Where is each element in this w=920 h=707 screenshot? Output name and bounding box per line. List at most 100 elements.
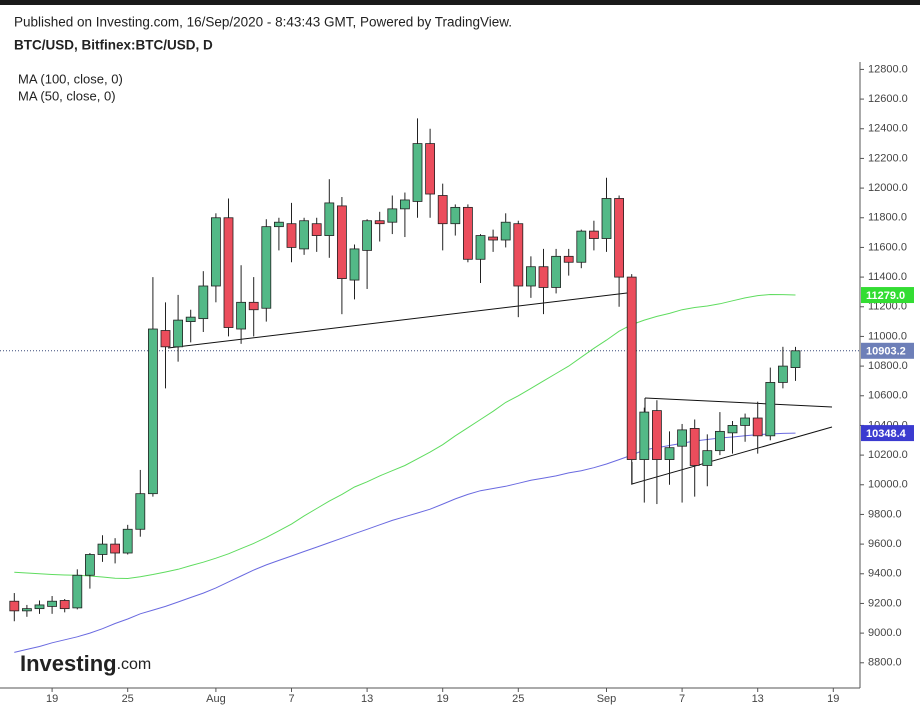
x-tick-label: 25 xyxy=(512,693,524,705)
candle-body xyxy=(563,255,574,263)
candle-body xyxy=(601,198,612,239)
candle-body xyxy=(639,411,650,460)
y-tick-label: 12000.0 xyxy=(868,182,908,194)
y-tick-label: 10600.0 xyxy=(868,390,908,402)
y-tick-label: 9600.0 xyxy=(868,538,902,550)
candle-body xyxy=(576,230,587,263)
candle-body xyxy=(727,425,738,434)
ma-line xyxy=(14,293,796,580)
candle-body xyxy=(198,285,209,320)
candle-body xyxy=(399,199,410,210)
x-tick-label: 19 xyxy=(827,693,839,705)
candle-body xyxy=(790,350,801,368)
y-tick-label: 11400.0 xyxy=(868,271,907,283)
y-tick-label: 12600.0 xyxy=(868,93,908,105)
candle-body xyxy=(462,206,473,260)
candle-body xyxy=(362,220,373,251)
price-marker xyxy=(861,342,914,359)
candle-body xyxy=(47,600,57,607)
candle-body xyxy=(34,604,45,610)
candle-body xyxy=(412,143,423,202)
price-marker-label: 10903.2 xyxy=(866,346,906,358)
logo-main: Investing xyxy=(20,651,117,676)
trendline xyxy=(167,292,628,349)
y-tick-label: 11800.0 xyxy=(868,212,907,224)
candle-body xyxy=(9,600,20,612)
candle-body xyxy=(236,301,247,330)
candle-body xyxy=(261,226,272,309)
price-marker-label: 11279.0 xyxy=(866,290,905,302)
trendline xyxy=(631,426,833,485)
y-tick-label: 12800.0 xyxy=(868,63,908,75)
x-tick-label: 7 xyxy=(288,693,294,705)
candle-body xyxy=(223,217,234,328)
y-tick-label: 9000.0 xyxy=(868,627,902,639)
candle-body xyxy=(488,236,499,241)
candle-body xyxy=(299,220,310,250)
x-tick-label: 13 xyxy=(752,693,764,705)
candle-body xyxy=(160,330,171,348)
candle-body xyxy=(450,206,461,225)
candle-body xyxy=(437,195,448,225)
published-note: Published on Investing.com, 16/Sep/2020 … xyxy=(14,15,512,30)
chart-title: BTC/USD, Bitfinex:BTC/USD, D xyxy=(14,38,213,53)
candle-body xyxy=(589,230,599,239)
y-tick-label: 11000.0 xyxy=(868,330,907,342)
top-bar xyxy=(0,0,920,5)
candle-body xyxy=(526,266,536,287)
candle-body xyxy=(387,208,398,223)
candle-body xyxy=(85,554,95,576)
candle-body xyxy=(273,221,284,228)
candle-body xyxy=(173,319,184,348)
y-tick-label: 11600.0 xyxy=(868,241,907,253)
trendlines xyxy=(167,292,833,485)
candle-body xyxy=(286,223,297,248)
candle-body xyxy=(740,417,750,426)
candle-body xyxy=(336,205,347,279)
candle-body xyxy=(715,430,725,452)
x-tick-label: 13 xyxy=(361,693,373,705)
candle-body xyxy=(72,574,83,609)
y-tick-label: 12400.0 xyxy=(868,123,908,135)
candle-body xyxy=(185,316,196,322)
candle-body xyxy=(500,221,511,241)
y-tick-label: 10200.0 xyxy=(868,449,908,461)
candle-body xyxy=(752,417,763,437)
x-tick-label: 19 xyxy=(437,693,449,705)
candle-body xyxy=(677,429,687,447)
price-marker-label: 10348.4 xyxy=(866,428,907,440)
candle-body xyxy=(59,600,70,610)
x-tick-label: 25 xyxy=(122,693,134,705)
legend-entry: MA (50, close, 0) xyxy=(18,88,116,103)
candle-body xyxy=(110,543,120,554)
candle-body xyxy=(765,382,776,437)
logo-suffix: .com xyxy=(117,656,152,673)
y-tick-label: 9800.0 xyxy=(868,508,902,520)
candle-body xyxy=(122,528,133,554)
price-marker xyxy=(861,425,914,442)
logo: Investing.com xyxy=(20,651,151,676)
candle-body xyxy=(538,266,549,288)
candle-body xyxy=(626,276,637,460)
x-tick-label: 7 xyxy=(679,693,685,705)
x-tick-label: Sep xyxy=(597,693,617,705)
candle-body xyxy=(702,450,713,466)
candle-body xyxy=(425,143,436,195)
x-tick-label: Aug xyxy=(206,693,226,705)
candle-body xyxy=(135,493,146,530)
price-marker xyxy=(861,287,914,304)
y-tick-label: 10000.0 xyxy=(868,479,908,491)
y-tick-label: 12200.0 xyxy=(868,152,908,164)
candle-body xyxy=(248,301,259,311)
candle-body xyxy=(97,543,108,555)
candle-body xyxy=(374,220,385,225)
x-tick-label: 19 xyxy=(46,693,58,705)
candle-body xyxy=(513,223,524,287)
candle-body xyxy=(652,410,662,460)
y-tick-label: 11200.0 xyxy=(868,301,907,313)
candle-body xyxy=(21,608,32,612)
ma-line xyxy=(14,432,796,653)
candle-body xyxy=(147,328,158,495)
trendline xyxy=(644,397,833,408)
